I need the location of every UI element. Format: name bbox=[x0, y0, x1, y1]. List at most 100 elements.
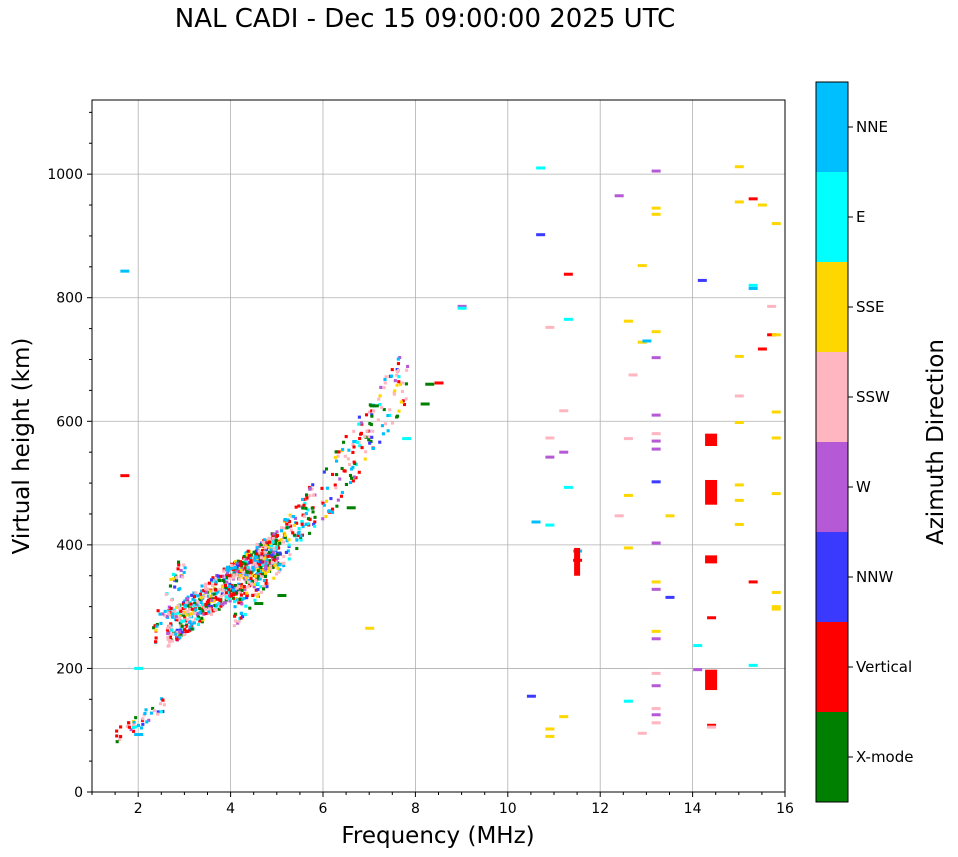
echo-F-main bbox=[214, 582, 218, 586]
echo-sse bbox=[757, 203, 767, 207]
echo-nnw bbox=[651, 480, 661, 484]
echo-F-main bbox=[180, 631, 185, 635]
echo-F-mid bbox=[262, 579, 266, 583]
echo-F-main bbox=[182, 625, 186, 630]
echo-F-upper bbox=[391, 421, 395, 425]
echo-F-main bbox=[274, 560, 278, 564]
echo-F-main bbox=[255, 546, 259, 550]
echo-F-main bbox=[171, 615, 175, 619]
echo-F-mid bbox=[281, 540, 286, 544]
echo-F-main bbox=[222, 593, 226, 597]
echo-F-upper bbox=[357, 440, 361, 445]
echo-F-upper bbox=[352, 439, 356, 444]
echo-F-mid bbox=[267, 550, 271, 554]
echo-F-main bbox=[264, 562, 268, 566]
echo-F-upper bbox=[348, 473, 353, 478]
echo-low-E bbox=[145, 720, 149, 724]
echo-F-main bbox=[186, 604, 190, 608]
echo-F-upper bbox=[384, 375, 388, 379]
echo-F-upper bbox=[392, 392, 396, 396]
echo-F-left bbox=[178, 587, 182, 591]
echo-F-main bbox=[222, 601, 226, 605]
echo-F-main bbox=[208, 596, 212, 600]
echo-F-main bbox=[261, 563, 265, 568]
echo-F-upper bbox=[331, 510, 335, 515]
echo-F-upper bbox=[334, 486, 338, 490]
colorbar-segment bbox=[816, 82, 848, 172]
colorbar-segment bbox=[816, 352, 848, 442]
echo-F-mid bbox=[283, 526, 287, 530]
echo-F-main bbox=[188, 619, 192, 623]
echo-F-upper bbox=[322, 503, 326, 507]
echo-F-left bbox=[167, 611, 171, 615]
echo-F-mid bbox=[263, 574, 267, 578]
echo-F-main bbox=[196, 615, 201, 619]
echo-F-upper bbox=[351, 465, 355, 469]
echo-F-upper bbox=[343, 469, 347, 473]
echo-F-main bbox=[266, 545, 270, 550]
echo-low-E bbox=[119, 725, 123, 729]
echo-F-mid bbox=[265, 557, 269, 561]
echo-F-main bbox=[259, 554, 263, 558]
echo-F-left bbox=[155, 622, 159, 627]
echo-F-main bbox=[188, 625, 192, 629]
echo-F-mid bbox=[264, 564, 268, 568]
echo-F-left bbox=[172, 572, 176, 576]
echo-F-main bbox=[231, 596, 235, 600]
echo-F-main bbox=[239, 568, 243, 572]
echo-F-main bbox=[207, 601, 211, 605]
echo-F-main bbox=[204, 602, 208, 607]
echo-sse bbox=[771, 607, 781, 611]
echo-F-upper bbox=[352, 445, 356, 449]
echo-F-mid bbox=[287, 519, 292, 524]
echo-ssw bbox=[651, 721, 661, 725]
echo-sse bbox=[771, 410, 781, 414]
echo-F-main bbox=[229, 594, 233, 598]
echo-ssw bbox=[545, 436, 555, 440]
echo-F-mid bbox=[253, 559, 257, 564]
echo-nnw bbox=[536, 233, 546, 237]
echo-F-main bbox=[183, 628, 187, 632]
echo-sse bbox=[623, 319, 633, 323]
echo-F-upper bbox=[363, 457, 367, 461]
echo-ssw bbox=[614, 514, 624, 518]
echo-F-main bbox=[192, 621, 196, 625]
echo-F-main bbox=[214, 592, 218, 596]
echo-F-upper bbox=[395, 383, 399, 387]
echo-F-upper bbox=[328, 509, 332, 513]
echo-F-upper bbox=[338, 477, 342, 481]
echo-F-main bbox=[213, 596, 217, 600]
echo-F-main bbox=[203, 585, 208, 589]
echo-F-upper bbox=[324, 514, 328, 519]
echo-F-main bbox=[192, 595, 196, 599]
echo-F-main bbox=[177, 636, 182, 640]
echo-low-E bbox=[141, 717, 145, 721]
echo-F-main bbox=[202, 612, 206, 616]
echo-F-left bbox=[163, 609, 167, 613]
colorbar-segment bbox=[816, 262, 848, 352]
echo-low-E bbox=[140, 718, 145, 722]
echo-F-main bbox=[217, 578, 222, 583]
echo-F-main bbox=[222, 569, 226, 573]
echo-F-upper bbox=[321, 517, 325, 521]
echo-F-main bbox=[183, 615, 187, 619]
echo-F-mid bbox=[307, 531, 312, 535]
echo-F-main bbox=[168, 635, 172, 639]
echo-F-mid bbox=[303, 497, 307, 501]
echo-F-main bbox=[247, 553, 251, 557]
echo-F-main bbox=[183, 610, 187, 614]
echo-F-main bbox=[251, 563, 255, 567]
echo-F-main bbox=[260, 572, 264, 576]
echo-F-mid bbox=[259, 590, 263, 594]
echo-F-mid bbox=[285, 522, 289, 526]
echo-F-mid bbox=[256, 581, 260, 586]
echo-sse bbox=[771, 605, 781, 609]
echo-F-main bbox=[211, 594, 215, 598]
echo-F-main bbox=[217, 602, 221, 606]
echo-F-mid bbox=[301, 497, 305, 502]
x-tick-label: 10 bbox=[499, 801, 517, 817]
x-tick-label: 14 bbox=[684, 801, 702, 817]
echo-F-main bbox=[167, 640, 172, 644]
echo-F-upper bbox=[359, 431, 363, 435]
echo-F-mid bbox=[253, 592, 257, 596]
